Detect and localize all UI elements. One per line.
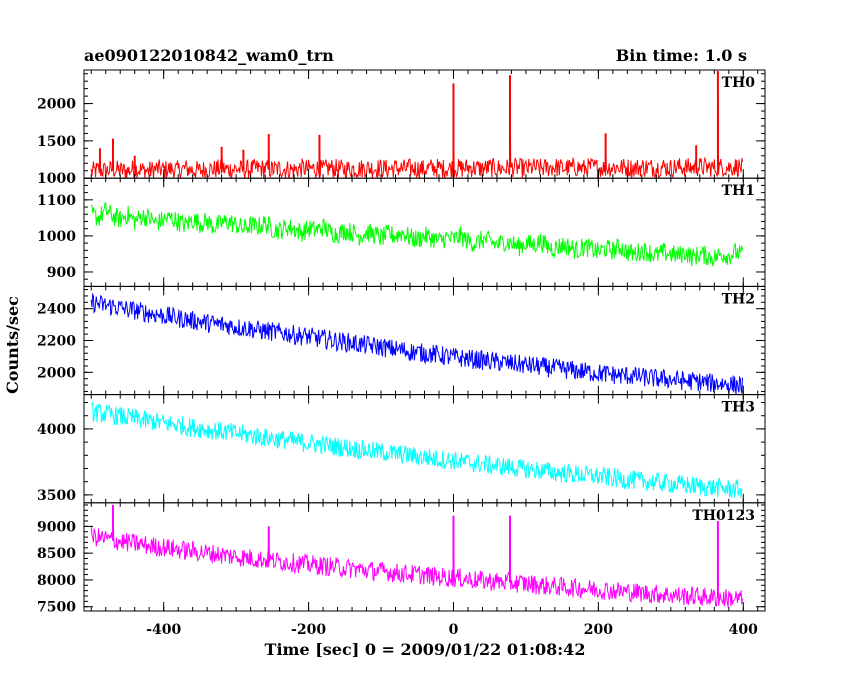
series-line-th0	[90, 70, 743, 180]
x-tick-label: 200	[584, 622, 613, 638]
y-tick-label: 8500	[37, 546, 76, 562]
y-tick-label: 9000	[37, 519, 76, 535]
panel-label-th1: TH1	[722, 183, 755, 199]
panels-group: 100015002000TH090010001100TH120002200240…	[37, 69, 766, 638]
y-tick-label: 4000	[37, 422, 76, 438]
y-axis-label: Counts/sec	[3, 296, 22, 394]
panel-label-th3: TH3	[722, 400, 755, 416]
x-tick-label: 400	[729, 622, 758, 638]
y-tick-label: 2200	[37, 334, 76, 350]
series-line-th3	[90, 401, 743, 499]
chart-title: ae090122010842_wam0_trn	[84, 46, 334, 65]
panel-th1: 900 1000 1100 TH1	[37, 177, 766, 287]
series-line-th1	[90, 202, 743, 268]
panel-th3: 3500 4000 TH3	[37, 394, 766, 504]
y-tick-label: 7500	[37, 600, 76, 616]
y-tick-label: 2000	[37, 365, 76, 381]
y-tick-label: 8000	[37, 573, 76, 589]
panel-label-th0123: TH0123	[692, 508, 755, 524]
y-tick-label: 1000	[37, 171, 76, 187]
panel-frame	[83, 177, 766, 287]
y-tick-label: 1100	[37, 193, 76, 209]
y-tick-label: 3500	[37, 488, 76, 504]
y-tick-label: 900	[47, 265, 76, 281]
panel-label-th0: TH0	[722, 75, 756, 91]
y-tick-label: 1500	[37, 134, 76, 150]
series-line-th2	[90, 292, 743, 395]
x-tick-label: -400	[146, 622, 181, 638]
x-tick-label: -200	[291, 622, 326, 638]
y-tick-label: 2000	[37, 97, 76, 113]
bin-time-label: Bin time: 1.0 s	[616, 46, 747, 65]
x-tick-label: 0	[449, 622, 459, 638]
y-tick-label: 1000	[37, 229, 76, 245]
panel-label-th2: TH2	[722, 291, 755, 307]
panel-th0123: 7500 8000 8500 9000 TH0123	[37, 502, 766, 616]
panel-th2: 2000 2200 2400 TH2	[37, 285, 766, 396]
y-tick-label: 2400	[37, 302, 76, 318]
series-line-th0123	[90, 504, 743, 608]
x-axis-label: Time [sec] 0 = 2009/01/22 01:08:42	[265, 640, 586, 659]
panel-th0: 1000 1500 2000 TH0	[37, 69, 766, 187]
